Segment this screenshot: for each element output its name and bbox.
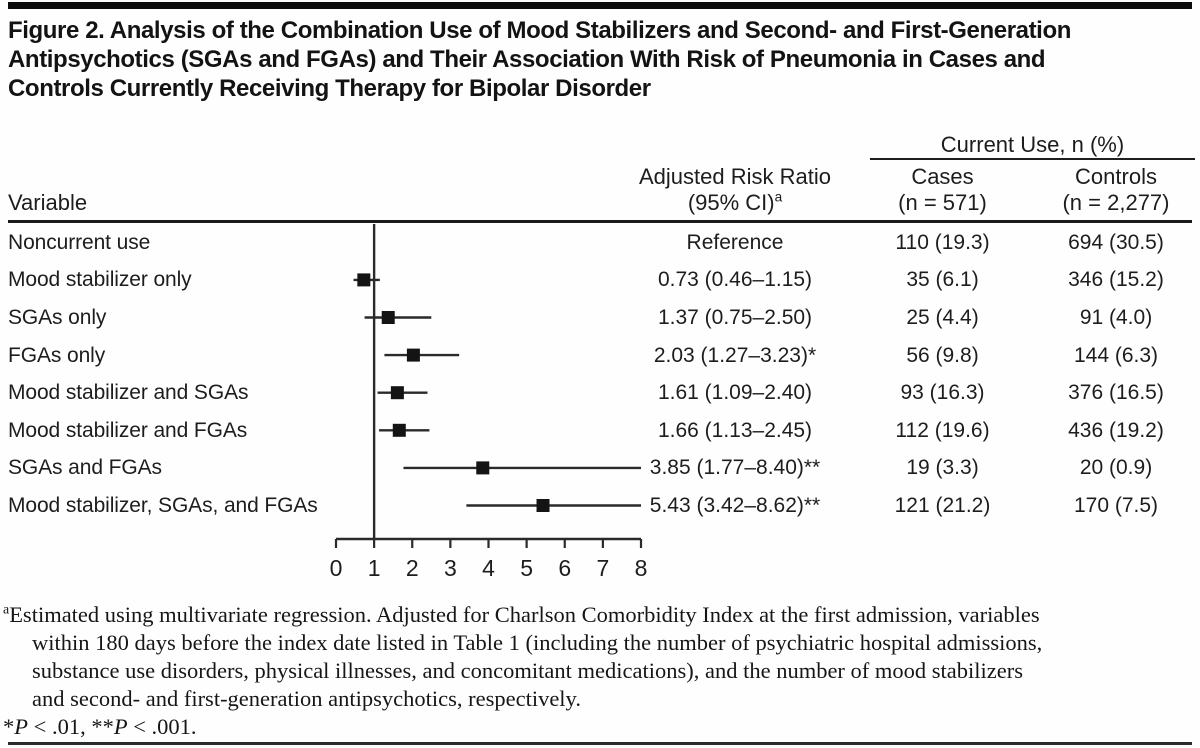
x-axis-tick-label: 3 xyxy=(444,555,457,581)
row-cases-n-pct: 25 (4.4) xyxy=(906,305,979,329)
arr-header-line-1: Adjusted Risk Ratio xyxy=(639,164,831,189)
row-variable: SGAs only xyxy=(8,305,107,329)
row-variable: Mood stabilizer, SGAs, and FGAs xyxy=(8,493,318,517)
row-variable: Mood stabilizer and FGAs xyxy=(8,418,248,442)
table-row: Mood stabilizer only 0.73 (0.46–1.15) 35 (… xyxy=(0,262,1200,300)
controls-header-line-1: Controls xyxy=(1075,164,1157,189)
row-cases-n-pct: 56 (9.8) xyxy=(906,343,979,367)
arr-header-line-2: (95% CI) xyxy=(687,190,775,215)
row-cases-n-pct: 121 (21.2) xyxy=(894,493,991,517)
p-value-text: < .001. xyxy=(127,714,197,739)
table-row: FGAs only 2.03 (1.27–3.23)* 56 (9.8) 144 (6… xyxy=(0,337,1200,375)
point-estimate-marker xyxy=(536,499,550,512)
row-controls-n-pct: 144 (6.3) xyxy=(1073,343,1159,367)
row-variable: SGAs and FGAs xyxy=(8,456,162,480)
footnote-a-line: aEstimated using multivariate regression… xyxy=(3,602,1040,627)
point-estimate-marker xyxy=(381,311,395,324)
cases-header-line-1: Cases xyxy=(911,164,974,189)
x-axis-tick-label: 8 xyxy=(635,555,648,581)
point-estimate-marker xyxy=(392,423,406,437)
row-adjusted-risk-ratio: 5.43 (3.42–8.62)** xyxy=(649,493,821,517)
point-estimate-marker xyxy=(357,273,371,287)
table-row: SGAs and FGAs 3.85 (1.77–8.40)** 19 (3.3) 2… xyxy=(0,450,1200,488)
footnote-a-line: within 180 days before the index date li… xyxy=(32,630,1043,655)
row-controls-n-pct: 20 (0.9) xyxy=(1079,456,1153,480)
x-axis-tick-label: 4 xyxy=(482,555,495,581)
p-value-text: * xyxy=(3,714,15,739)
p-value-text: < .01, ** xyxy=(28,714,114,739)
column-spanner-current-use: Current Use, n (%) xyxy=(940,132,1125,157)
footnote-a-marker: a xyxy=(3,602,10,618)
row-adjusted-risk-ratio: 1.66 (1.13–2.45) xyxy=(657,418,813,442)
row-cases-n-pct: 35 (6.1) xyxy=(906,268,979,292)
table-header-rule xyxy=(8,220,1192,223)
table-row: SGAs only 1.37 (0.75–2.50) 25 (4.4) 91 (4.0… xyxy=(0,299,1200,337)
table-row: Mood stabilizer and SGAs 1.61 (1.09–2.40)… xyxy=(0,374,1200,412)
row-variable: FGAs only xyxy=(8,343,106,367)
table-body: Noncurrent use Reference 110 (19.3) 694 (30… xyxy=(0,224,1200,525)
cases-header-line-2: (n = 571) xyxy=(898,190,987,215)
row-adjusted-risk-ratio: 2.03 (1.27–3.23)* xyxy=(653,343,817,367)
table-row: Noncurrent use Reference 110 (19.3) 694 (30… xyxy=(0,224,1200,262)
column-header-cases: Cases (n = 571) xyxy=(870,164,1015,216)
table-row: Mood stabilizer and FGAs 1.66 (1.13–2.45)… xyxy=(0,412,1200,450)
footnote-p-values: *P < .01, **P < .001. xyxy=(3,713,1195,741)
row-controls-n-pct: 436 (19.2) xyxy=(1068,418,1164,442)
row-cases-n-pct: 112 (19.6) xyxy=(895,418,990,442)
row-adjusted-risk-ratio: 0.73 (0.46–1.15) xyxy=(657,268,813,292)
column-header-adjusted-risk-ratio: Adjusted Risk Ratio (95% CI)a xyxy=(620,164,850,216)
x-axis-tick-label: 2 xyxy=(406,555,419,581)
point-estimate-marker xyxy=(390,386,404,400)
figure-title-line-2: Antipsychotics (SGAs and FGAs) and Their… xyxy=(8,46,1046,73)
figure-title: Figure 2. Analysis of the Combination Us… xyxy=(8,16,1198,103)
x-axis-tick-label: 1 xyxy=(368,555,381,581)
row-adjusted-risk-ratio: 3.85 (1.77–8.40)** xyxy=(649,456,821,480)
row-variable: Noncurrent use xyxy=(8,230,151,254)
row-cases-n-pct: 19 (3.3) xyxy=(906,456,979,480)
p-value-symbol: P xyxy=(14,714,28,739)
top-rule xyxy=(8,2,1192,9)
row-controls-n-pct: 376 (16.5) xyxy=(1068,381,1164,405)
arr-header-footnote-marker: a xyxy=(774,189,783,205)
footnote-a-line: substance use disorders, physical illnes… xyxy=(32,658,1024,683)
row-cases-n-pct: 110 (19.3) xyxy=(895,230,990,254)
table-row: Mood stabilizer, SGAs, and FGAs 5.43 (3.4… xyxy=(0,487,1200,525)
row-controls-n-pct: 91 (4.0) xyxy=(1079,305,1153,329)
x-axis-tick-label: 7 xyxy=(596,555,609,581)
footnote-block: aEstimated using multivariate regression… xyxy=(3,601,1195,741)
x-axis-tick-label: 6 xyxy=(558,555,571,581)
footnote-a-line: and second- and first-generation antipsy… xyxy=(32,686,581,711)
row-adjusted-risk-ratio: 1.61 (1.09–2.40) xyxy=(657,381,813,405)
figure-title-line-1: Figure 2. Analysis of the Combination Us… xyxy=(8,17,1071,44)
row-variable: Mood stabilizer only xyxy=(8,268,192,292)
row-controls-n-pct: 346 (15.2) xyxy=(1068,268,1164,292)
point-estimate-marker xyxy=(476,461,490,475)
row-controls-n-pct: 694 (30.5) xyxy=(1068,230,1164,254)
column-header-controls: Controls (n = 2,277) xyxy=(1037,164,1195,216)
bottom-rule xyxy=(8,742,1192,745)
row-controls-n-pct: 170 (7.5) xyxy=(1073,493,1159,517)
figure-title-line-3: Controls Currently Receiving Therapy for… xyxy=(8,75,651,102)
x-axis-tick-label: 0 xyxy=(330,555,342,581)
row-cases-n-pct: 93 (16.3) xyxy=(900,381,985,405)
point-estimate-marker xyxy=(406,348,420,362)
controls-header-line-2: (n = 2,277) xyxy=(1062,190,1170,215)
row-adjusted-risk-ratio: Reference xyxy=(686,230,784,254)
column-header-variable: Variable xyxy=(8,190,88,215)
row-adjusted-risk-ratio: 1.37 (0.75–2.50) xyxy=(657,305,813,329)
spanner-underline xyxy=(870,158,1195,160)
p-value-symbol: P xyxy=(113,714,128,739)
row-variable: Mood stabilizer and SGAs xyxy=(8,381,249,405)
x-axis-tick-label: 5 xyxy=(520,555,533,581)
